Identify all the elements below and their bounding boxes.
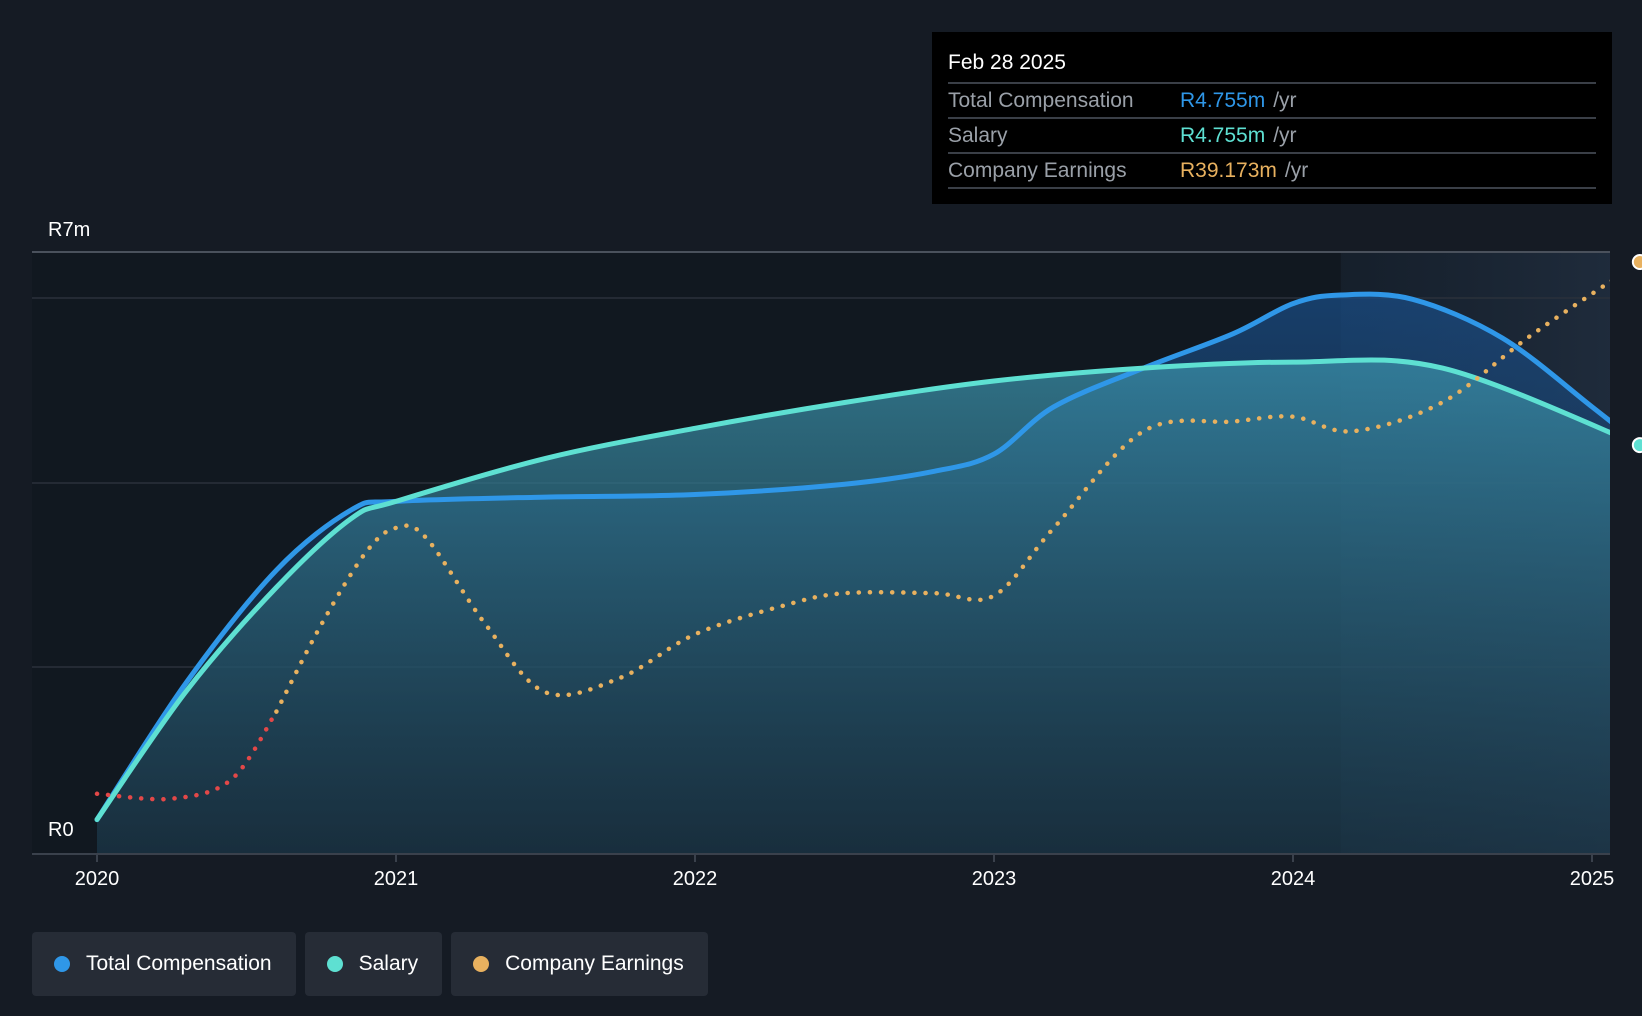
tooltip-unit: /yr [1273, 124, 1297, 147]
legend-dot-icon [326, 956, 343, 972]
earnings-end-marker [1631, 254, 1642, 270]
tooltip-label: Company Earnings [948, 159, 1127, 182]
company-earnings-line [274, 279, 1610, 714]
tooltip-row-total-compensation: Total Compensation R4.755m /yr [948, 84, 1596, 119]
x-tick-label: 2023 [972, 868, 1017, 890]
hover-tooltip: Feb 28 2025 Total Compensation R4.755m /… [932, 32, 1612, 204]
salary-end-marker [1631, 437, 1642, 454]
tooltip-value: R4.755m [1180, 124, 1266, 147]
end-markers [1631, 254, 1642, 454]
tooltip-row-salary: Salary R4.755m /yr [948, 119, 1596, 154]
x-tick-label: 2021 [374, 868, 419, 890]
tooltip-label: Total Compensation [948, 89, 1134, 112]
legend-label: Total Compensation [86, 952, 272, 975]
legend-item-salary[interactable]: Salary [304, 932, 443, 996]
y-tick-label-max: R7m [48, 219, 90, 241]
tooltip-value: R4.755m [1180, 89, 1266, 112]
legend-label: Company Earnings [505, 952, 684, 975]
legend-item-company-earnings[interactable]: Company Earnings [451, 932, 708, 996]
tooltip-unit: /yr [1284, 159, 1309, 182]
x-axis: 2020 2021 2022 2023 2024 2025 [75, 854, 1615, 890]
tooltip-row-company-earnings: Company Earnings R39.173m /yr [948, 154, 1596, 189]
x-tick-label: 2020 [75, 868, 120, 890]
company-earnings-negative-segment [94, 709, 279, 802]
x-tick-label: 2022 [673, 868, 718, 890]
legend-label: Salary [358, 952, 419, 975]
tooltip-value: R39.173m [1180, 159, 1277, 182]
legend-dot-icon [473, 956, 490, 972]
salary-line [94, 357, 1610, 823]
total-compensation-line [94, 291, 1610, 823]
legend-dot-icon [54, 956, 70, 972]
x-tick-label: 2025 [1570, 868, 1615, 890]
y-tick-label-min: R0 [48, 819, 74, 841]
tooltip-label: Salary [948, 124, 1008, 147]
salary-area [97, 359, 1610, 854]
tooltip-date: Feb 28 2025 [948, 46, 1596, 84]
x-tick-label: 2024 [1271, 868, 1316, 890]
legend-item-total-compensation[interactable]: Total Compensation [32, 932, 296, 996]
legend: Total Compensation Salary Company Earnin… [32, 932, 708, 996]
tooltip-unit: /yr [1273, 89, 1297, 112]
